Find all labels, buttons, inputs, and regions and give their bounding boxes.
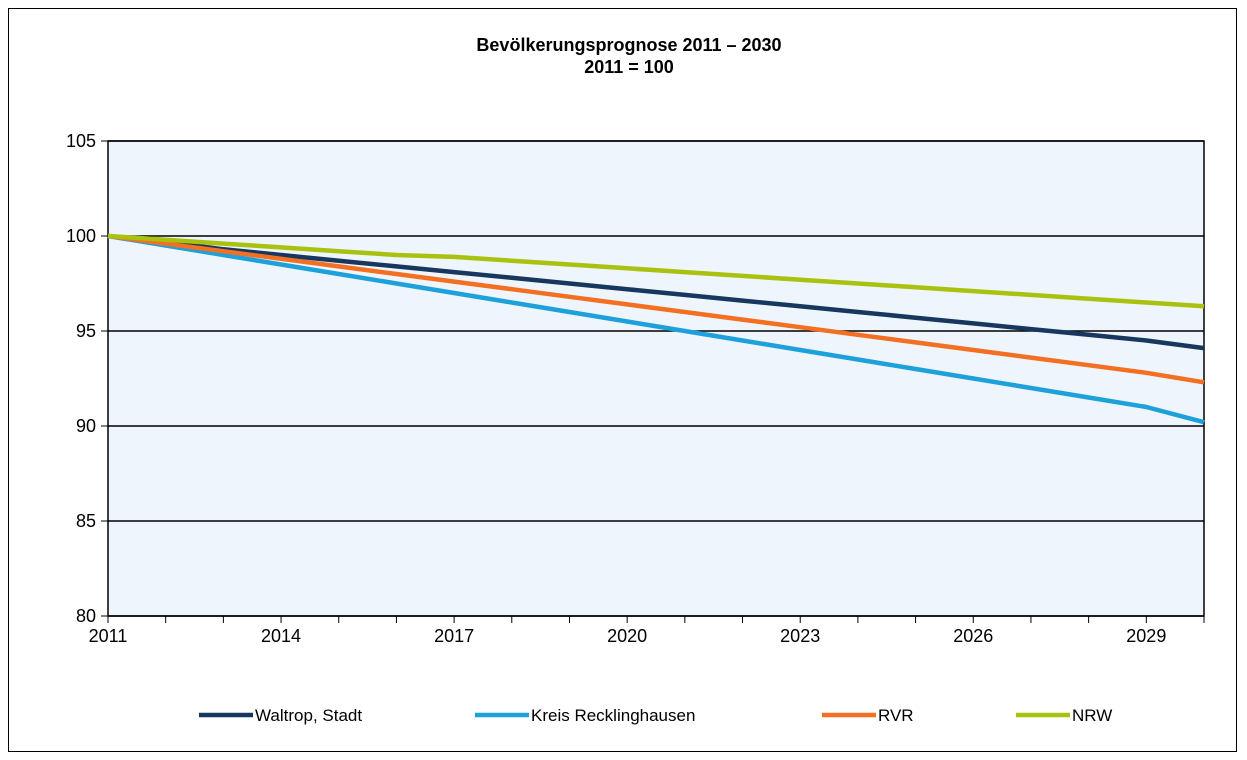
chart-container: Bevölkerungsprognose 2011 – 2030 2011 = … <box>8 8 1237 752</box>
legend-label-1: Waltrop, Stadt <box>255 706 362 725</box>
chart-title: Bevölkerungsprognose 2011 – 2030 <box>476 35 781 55</box>
legend-label-2: Kreis Recklinghausen <box>531 706 695 725</box>
x-tick-label: 2014 <box>261 626 301 646</box>
x-tick-label: 2017 <box>434 626 474 646</box>
x-tick-label: 2011 <box>89 626 128 646</box>
y-tick-label: 100 <box>66 226 96 246</box>
x-tick-label: 2026 <box>953 626 993 646</box>
legend-label-3: RVR <box>878 706 914 725</box>
y-tick-label: 90 <box>76 416 96 436</box>
chart-subtitle: 2011 = 100 <box>584 57 674 77</box>
x-tick-label: 2029 <box>1126 626 1166 646</box>
y-tick-label: 95 <box>76 321 96 341</box>
y-tick-label: 105 <box>66 131 96 151</box>
x-tick-label: 2023 <box>780 626 820 646</box>
plot-area <box>108 141 1204 616</box>
series-line-4 <box>107 233 1205 309</box>
line-chart: Bevölkerungsprognose 2011 – 2030 2011 = … <box>66 35 1205 725</box>
series-line-1 <box>107 233 1205 351</box>
series-line-3 <box>107 233 1205 385</box>
x-tick-label: 2020 <box>607 626 647 646</box>
y-tick-label: 80 <box>76 606 96 626</box>
series-line-2 <box>107 233 1205 425</box>
legend-label-4: NRW <box>1072 706 1112 725</box>
y-tick-label: 85 <box>76 511 96 531</box>
plot-border <box>107 140 1205 617</box>
